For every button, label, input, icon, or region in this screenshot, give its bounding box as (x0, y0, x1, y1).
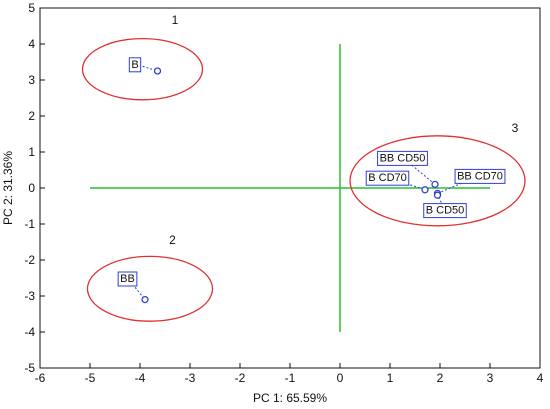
y-tick-label: -3 (24, 289, 35, 303)
x-tick-label: 4 (537, 371, 544, 385)
point-label-box (117, 271, 138, 287)
group-ellipse (349, 135, 526, 227)
group-ellipse (81, 37, 204, 101)
y-tick-label: 1 (28, 145, 35, 159)
y-axis-ticks: -5 -4 -3 -2 -1 0 1 2 3 4 5 (24, 1, 45, 375)
point-label-box (365, 170, 410, 186)
data-point (431, 180, 439, 189)
y-axis-label: PC 2: 31.36% (1, 151, 15, 225)
y-tick-label: 4 (28, 37, 35, 51)
y-tick-label: 3 (28, 73, 35, 87)
point-leader-line (387, 176, 426, 191)
y-tick-label: -1 (24, 217, 35, 231)
group-label: 1 (172, 13, 179, 27)
data-point (141, 295, 149, 304)
group-label: 3 (512, 121, 519, 135)
data-point (153, 67, 162, 75)
point-label: B (131, 59, 138, 71)
group-label: 2 (169, 233, 176, 247)
point-label-box (377, 150, 428, 166)
x-tick-label: -1 (285, 371, 296, 385)
x-tick-label: 3 (487, 371, 494, 385)
point-label-box (128, 57, 142, 73)
point-leader-line (402, 157, 436, 185)
x-tick-label: 0 (337, 371, 344, 385)
y-tick-label: -2 (24, 253, 35, 267)
point-label: BB CD70 (457, 170, 503, 182)
point-label: BB CD50 (380, 152, 426, 164)
x-tick-label: -6 (35, 371, 46, 385)
x-axis-ticks: -6 -5 -4 -3 -2 -1 0 1 2 3 4 (35, 363, 544, 385)
x-axis-label: PC 1: 65.59% (253, 391, 327, 405)
y-tick-label: 2 (28, 109, 35, 123)
x-tick-label: 1 (387, 371, 394, 385)
point-label-box (454, 168, 506, 184)
y-tick-label: 5 (28, 1, 35, 15)
point-label-box (423, 203, 467, 219)
data-point (421, 186, 429, 194)
point-label: BB (120, 273, 135, 285)
x-tick-label: -2 (235, 371, 246, 385)
point-label: B CD50 (426, 205, 465, 217)
group-ellipses: 1 2 3 (81, 13, 526, 322)
data-point (433, 191, 442, 199)
x-tick-label: 2 (437, 371, 444, 385)
x-tick-label: -5 (85, 371, 96, 385)
group-ellipse (86, 255, 214, 322)
x-tick-label: -4 (135, 371, 146, 385)
y-tick-label: -4 (24, 325, 35, 339)
y-tick-label: -5 (24, 361, 35, 375)
y-tick-label: 0 (28, 181, 35, 195)
point-label: B CD70 (368, 172, 407, 184)
x-tick-label: -3 (185, 371, 196, 385)
